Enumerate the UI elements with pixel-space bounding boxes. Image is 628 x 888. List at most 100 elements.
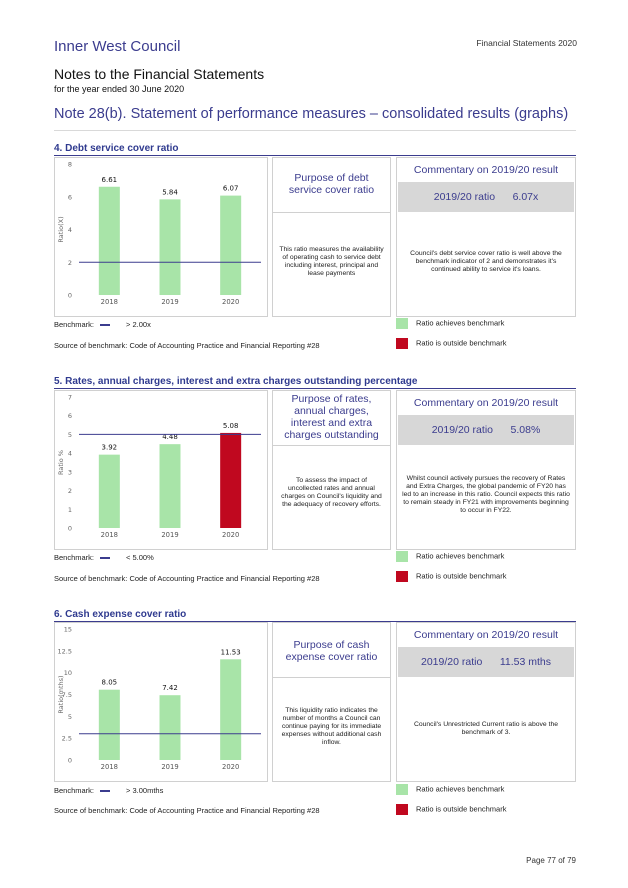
ratio-label: 2019/20 ratio	[433, 191, 496, 203]
y-tick-label: 15	[64, 626, 72, 634]
purpose-panel: Purpose of rates, annual charges, intere…	[272, 390, 391, 550]
y-tick-label: 10	[64, 669, 72, 677]
page-number: Page 77 of 79	[526, 856, 576, 865]
bar	[220, 432, 242, 528]
ratio-band: 2019/20 ratio 6.07x	[398, 182, 574, 212]
legend-outside-label: Ratio is outside benchmark	[416, 338, 507, 348]
ratio-value: 6.07x	[512, 191, 539, 203]
chart-rates-outstanding: 0 1 2 3 4 5 6 7 Ratio % 3.92 2018 4.48 2019 5.08 2020	[54, 390, 268, 550]
y-axis-label: Ratio(mths)	[57, 675, 65, 713]
x-tick-label: 2020	[222, 531, 239, 539]
y-tick-label: 2	[68, 487, 72, 495]
commentary-panel: Commentary on 2019/20 result 2019/20 rat…	[396, 157, 576, 317]
legend-achieves-label: Ratio achieves benchmark	[416, 318, 505, 328]
y-tick-label: 8	[68, 161, 72, 169]
benchmark-source: Source of benchmark: Code of Accounting …	[54, 574, 320, 583]
bar-value-label: 3.92	[102, 444, 118, 452]
note-heading: Note 28(b). Statement of performance mea…	[54, 106, 569, 122]
x-tick-label: 2019	[161, 763, 178, 771]
legend-achieves-label: Ratio achieves benchmark	[416, 784, 505, 794]
ratio-label: 2019/20 ratio	[421, 656, 483, 668]
y-axis-label: Ratio %	[57, 450, 65, 475]
y-tick-label: 6	[68, 412, 72, 420]
benchmark-row: Benchmark: > 3.00mths	[54, 786, 163, 795]
benchmark-row: Benchmark: > 2.00x	[54, 320, 151, 329]
bar	[98, 186, 120, 295]
legend-outside: Ratio is outside benchmark	[396, 338, 506, 349]
commentary-text: Council's debt service cover ratio is we…	[410, 250, 562, 273]
section-divider	[54, 388, 576, 389]
benchmark-line-key	[100, 324, 111, 326]
legend-achieves-label: Ratio achieves benchmark	[416, 551, 505, 561]
achieves-swatch	[396, 551, 408, 562]
bar	[159, 695, 181, 760]
legend-achieves: Ratio achieves benchmark	[396, 318, 504, 329]
purpose-panel: Purpose of debt service cover ratio This…	[272, 157, 391, 317]
y-tick-label: 0	[68, 525, 72, 533]
bar	[220, 659, 242, 760]
bar-value-label: 6.07	[223, 185, 239, 193]
y-tick-label: 5	[68, 431, 72, 439]
bar-value-label: 5.84	[162, 188, 178, 196]
chart-debt-service: 0 2 4 6 8 Ratio(X) 6.61 2018 5.84 2019 6.07 2020	[54, 157, 268, 317]
purpose-text: To assess the impact of uncollected rate…	[281, 477, 382, 508]
y-tick-label: 4	[68, 226, 72, 234]
x-tick-label: 2019	[161, 531, 178, 539]
ratio-value: 5.08%	[510, 424, 541, 436]
x-tick-label: 2018	[101, 298, 118, 306]
x-tick-label: 2018	[101, 763, 118, 771]
x-tick-label: 2019	[161, 298, 178, 306]
purpose-title: Purpose of rates, annual charges, intere…	[284, 393, 379, 441]
panel-divider	[273, 445, 390, 446]
bar	[220, 195, 242, 295]
outside-swatch	[396, 804, 408, 815]
purpose-text: This ratio measures the availability of …	[279, 246, 384, 277]
outside-swatch	[396, 571, 408, 582]
legend-outside-label: Ratio is outside benchmark	[416, 804, 507, 814]
benchmark-label: Benchmark:	[54, 320, 95, 329]
commentary-title: Commentary on 2019/20 result	[413, 397, 559, 409]
y-tick-label: 12.5	[58, 647, 72, 655]
ratio-result: 2019/20 ratio 6.07x	[398, 191, 574, 203]
section-title-debt-service: 4. Debt service cover ratio	[54, 143, 179, 154]
achieves-swatch	[396, 784, 408, 795]
commentary-panel: Commentary on 2019/20 result 2019/20 rat…	[396, 390, 576, 550]
legend-outside: Ratio is outside benchmark	[396, 571, 506, 582]
legend-achieves: Ratio achieves benchmark	[396, 551, 504, 562]
bar	[159, 199, 181, 295]
section-divider	[54, 155, 576, 156]
y-tick-label: 7.5	[62, 691, 72, 699]
purpose-panel: Purpose of cash expense cover ratio This…	[272, 622, 391, 782]
y-tick-label: 0	[68, 292, 72, 300]
benchmark-value: > 3.00mths	[126, 786, 164, 795]
benchmark-label: Benchmark:	[54, 553, 95, 562]
panel-divider	[273, 212, 390, 213]
section-title-rates-outstanding: 5. Rates, annual charges, interest and e…	[54, 376, 418, 387]
chart-svg: 0 2.5 5 7.5 10 12.5 15 Ratio(mths) 8.05 2018 7.42 2…	[57, 626, 261, 771]
panel-divider	[273, 677, 390, 678]
section-title-cash-expense: 6. Cash expense cover ratio	[54, 609, 187, 620]
page-subtitle: for the year ended 30 June 2020	[54, 84, 185, 94]
x-tick-label: 2018	[101, 531, 118, 539]
legend-achieves: Ratio achieves benchmark	[396, 784, 504, 795]
purpose-title: Purpose of debt service cover ratio	[288, 172, 375, 196]
y-tick-label: 3	[68, 468, 72, 476]
y-tick-label: 4	[68, 450, 72, 458]
y-tick-label: 6	[68, 193, 72, 201]
header-divider	[54, 130, 576, 131]
bar-value-label: 6.61	[102, 176, 118, 184]
legend-outside: Ratio is outside benchmark	[396, 804, 506, 815]
x-tick-label: 2020	[222, 298, 239, 306]
bar-value-label: 8.05	[102, 679, 118, 687]
ratio-label: 2019/20 ratio	[431, 424, 493, 436]
bar	[98, 454, 120, 528]
y-axis-label: Ratio(X)	[57, 216, 65, 242]
bar	[98, 689, 120, 760]
bar-value-label: 11.53	[221, 648, 241, 656]
y-tick-label: 2	[68, 259, 72, 267]
chart-svg: 0 2 4 6 8 Ratio(X) 6.61 2018 5.84 2019 6.07 2020	[57, 161, 261, 306]
y-tick-label: 1	[68, 506, 72, 514]
legend-outside-label: Ratio is outside benchmark	[416, 571, 507, 581]
ratio-result: 2019/20 ratio 11.53 mths	[398, 656, 574, 668]
bar	[159, 444, 181, 528]
